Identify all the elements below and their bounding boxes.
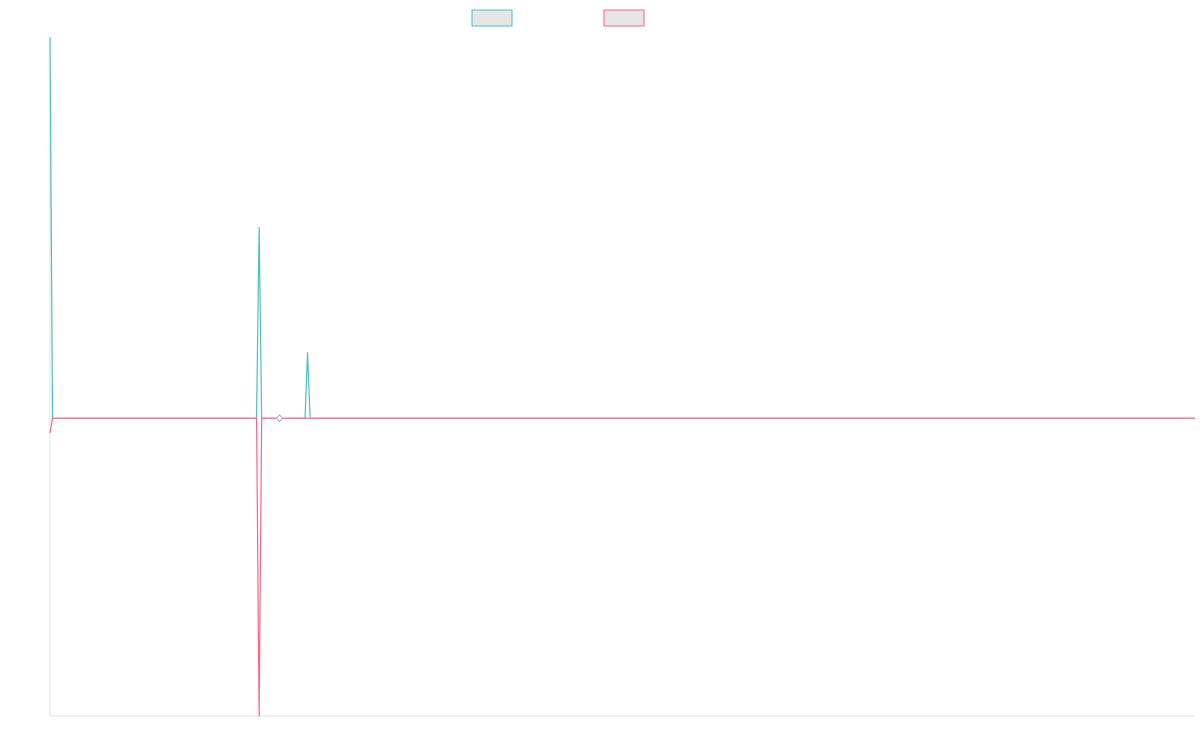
- series-layer: [49, 36, 1195, 717]
- series-line-1: [49, 36, 1195, 419]
- chart-axes: [49, 37, 1195, 717]
- legend-item-1[interactable]: [471, 9, 513, 27]
- legend-item-2[interactable]: [603, 9, 645, 27]
- legend-swatch[interactable]: [603, 9, 645, 27]
- series-line-2: [49, 417, 1195, 717]
- marker-layer: [275, 414, 284, 423]
- legend[interactable]: [471, 9, 645, 27]
- legend-swatch[interactable]: [471, 9, 513, 27]
- data-point-marker[interactable]: [275, 414, 284, 423]
